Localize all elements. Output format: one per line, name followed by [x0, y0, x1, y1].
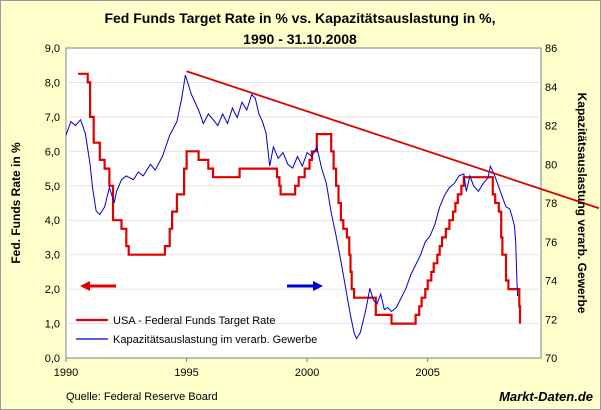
- y-left-label: Fed. Funds Rate in %: [9, 142, 23, 264]
- gridlines: [66, 81, 541, 325]
- y-left-tick-label: 7,0: [45, 112, 60, 124]
- y-left-tick-label: 2,0: [45, 284, 60, 296]
- source-note: Quelle: Federal Reserve Board: [66, 391, 218, 403]
- left-arrow-icon: [80, 281, 116, 291]
- x-tick-label: 1995: [174, 367, 198, 379]
- y-left-tick-label: 6,0: [45, 146, 60, 158]
- y-right-tick-label: 84: [545, 82, 557, 94]
- y-right-axis: 70 72 74 76 78 80 82 84 86: [545, 43, 557, 365]
- y-right-tick-label: 76: [545, 237, 557, 249]
- y-left-axis: 0,0 1,0 2,0 3,0 4,0 5,0 6,0 7,0 8,0 9,0: [45, 43, 60, 365]
- y-left-tick-label: 4,0: [45, 215, 60, 227]
- y-left-tick-label: 9,0: [45, 43, 60, 55]
- y-right-label: Kapazitätsauslastung verarb. Gewerbe: [575, 93, 589, 314]
- legend: USA - Federal Funds Target Rate Kapazitä…: [76, 315, 317, 346]
- x-tick-label: 2000: [295, 367, 319, 379]
- y-left-tick-label: 3,0: [45, 250, 60, 262]
- y-right-tick-label: 82: [545, 121, 557, 133]
- capacity-line: [66, 74, 519, 340]
- trend-line: [186, 70, 600, 210]
- y-right-tick-label: 70: [545, 353, 557, 365]
- y-right-tick-label: 74: [545, 276, 557, 288]
- y-left-tick-label: 8,0: [45, 77, 60, 89]
- plot-area: [65, 47, 542, 359]
- y-right-tick-label: 86: [545, 43, 557, 55]
- y-left-tick-label: 5,0: [45, 181, 60, 193]
- y-left-tick-label: 0,0: [45, 353, 60, 365]
- x-tick-label: 2005: [415, 367, 439, 379]
- chart-title-line2: 1990 - 31.10.2008: [243, 31, 357, 47]
- y-right-tick-label: 80: [545, 159, 557, 171]
- x-tick-label: 1990: [54, 367, 78, 379]
- chart-title-line1: Fed Funds Target Rate in % vs. Kapazität…: [104, 10, 495, 26]
- y-right-tick-label: 72: [545, 314, 557, 326]
- brand-label: Markt-Daten.de: [499, 389, 593, 404]
- legend-capacity-label: Kapazitätsauslastung im verarb. Gewerbe: [113, 334, 317, 346]
- y-right-tick-label: 78: [545, 198, 557, 210]
- fed-funds-line: [78, 72, 522, 325]
- right-arrow-icon: [287, 281, 323, 291]
- x-axis: 1990 1995 2000 2005: [54, 358, 440, 379]
- legend-fed-label: USA - Federal Funds Target Rate: [113, 315, 275, 327]
- y-left-tick-label: 1,0: [45, 319, 60, 331]
